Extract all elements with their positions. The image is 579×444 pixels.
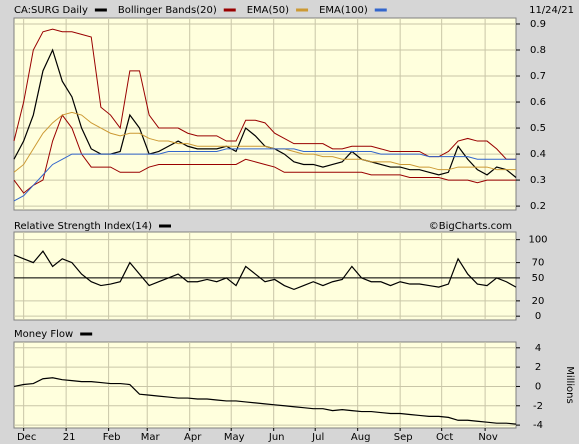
x-tick-label: Oct (436, 432, 453, 443)
date-label: 11/24/21 (529, 5, 574, 16)
x-tick-label: Dec (17, 432, 36, 443)
x-tick-label: Jun (268, 432, 285, 443)
x-tick-label: May (224, 432, 245, 443)
x-tick-label: Aug (351, 432, 371, 443)
panel (13, 17, 517, 211)
y-tick-label: 100 (528, 235, 547, 246)
y-tick-label: 0.2 (530, 201, 546, 212)
y-axis-label: Millions (564, 366, 575, 403)
legend-label: CA:SURG Daily (14, 5, 88, 16)
legend-label: Bollinger Bands(20) (118, 5, 217, 16)
y-tick-label: 0.8 (530, 45, 546, 56)
y-tick-label: 0 (535, 381, 541, 392)
x-tick-label: Mar (141, 432, 161, 443)
y-tick-label: -2 (533, 401, 543, 412)
legend-label: EMA(50) (247, 5, 289, 16)
y-tick-label: -4 (533, 420, 543, 431)
y-tick-label: 50 (532, 273, 545, 284)
watermark: ©BigCharts.com (429, 221, 512, 232)
series-line (13, 148, 516, 202)
x-tick-label: Feb (103, 432, 121, 443)
series-line (13, 377, 517, 425)
series-line (13, 114, 516, 194)
y-tick-label: 0 (535, 311, 541, 322)
y-tick-label: 0.9 (530, 19, 546, 30)
x-tick-label: Apr (184, 432, 202, 443)
legend-label: Relative Strength Index(14) (14, 221, 152, 232)
y-tick-label: 0.7 (530, 71, 546, 82)
series-line (13, 250, 517, 291)
y-tick-label: 0.3 (530, 175, 546, 186)
x-tick-label: Sep (394, 432, 413, 443)
legend-label: EMA(100) (319, 5, 368, 16)
panel (13, 231, 517, 321)
y-tick-label: 0.6 (530, 97, 546, 108)
x-tick-label: Jul (311, 432, 324, 443)
y-tick-label: 20 (532, 296, 545, 307)
y-tick-label: 4 (535, 343, 541, 354)
y-tick-label: 70 (532, 258, 545, 269)
series-line (13, 111, 516, 173)
legend-label: Money Flow (14, 329, 73, 340)
x-tick-label: Nov (478, 432, 498, 443)
y-tick-label: 2 (535, 362, 541, 373)
y-tick-label: 0.4 (530, 149, 546, 160)
y-tick-label: 0.5 (530, 123, 546, 134)
x-tick-label: 21 (63, 432, 76, 443)
panel (13, 341, 517, 429)
